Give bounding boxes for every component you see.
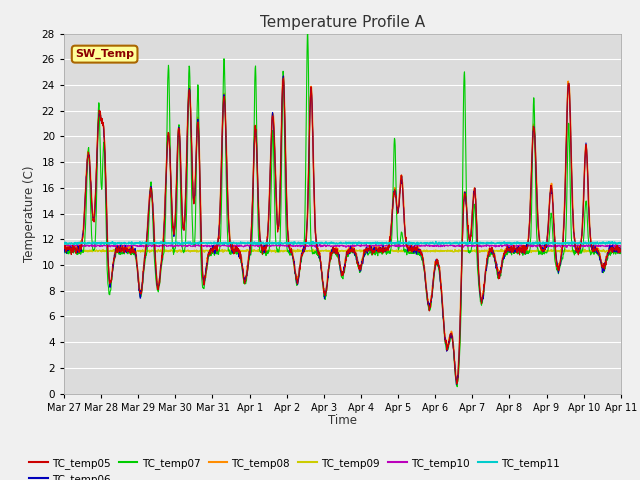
X-axis label: Time: Time [328,414,357,427]
TC_temp10 [617,243,625,249]
TC_temp06 [452,382,460,387]
TC_temp07 [304,31,312,36]
TC_temp07 [60,248,68,253]
TC_temp11 [617,240,625,246]
TC_temp07 [474,274,482,279]
TC_temp10 [317,243,325,249]
TC_temp08 [556,260,564,266]
TC_temp05 [617,249,625,255]
Text: SW_Temp: SW_Temp [75,49,134,59]
TC_temp06 [474,263,482,269]
TC_temp05 [474,258,482,264]
TC_temp10 [148,244,156,250]
TC_temp11 [556,240,564,246]
TC_temp06 [280,73,287,79]
TC_temp09 [473,246,481,252]
TC_temp09 [556,248,564,254]
TC_temp11 [147,240,155,246]
TC_temp09 [317,248,325,254]
TC_temp08 [317,268,325,274]
TC_temp08 [611,247,618,252]
TC_temp11 [353,242,361,248]
TC_temp08 [453,379,461,385]
Title: Temperature Profile A: Temperature Profile A [260,15,425,30]
TC_temp06 [60,250,68,256]
TC_temp06 [328,247,336,252]
TC_temp09 [328,248,335,253]
TC_temp05 [453,381,461,387]
TC_temp05 [328,251,336,256]
TC_temp11 [474,240,482,246]
TC_temp07 [328,251,336,256]
TC_temp10 [556,243,564,249]
TC_temp06 [611,246,618,252]
Line: TC_temp11: TC_temp11 [64,241,621,245]
TC_temp09 [474,248,482,253]
TC_temp11 [328,240,335,246]
TC_temp08 [280,73,287,79]
TC_temp11 [611,240,618,246]
TC_temp08 [60,248,68,253]
TC_temp07 [453,384,461,390]
TC_temp06 [556,262,564,268]
TC_temp05 [611,247,618,252]
Line: TC_temp05: TC_temp05 [64,78,621,384]
TC_temp06 [617,246,625,252]
TC_temp05 [147,187,155,192]
Y-axis label: Temperature (C): Temperature (C) [23,165,36,262]
TC_temp10 [328,243,336,249]
Line: TC_temp08: TC_temp08 [64,76,621,382]
TC_temp09 [147,247,155,253]
TC_temp09 [611,248,618,254]
TC_temp08 [617,244,625,250]
TC_temp09 [617,249,625,254]
TC_temp10 [611,242,618,248]
TC_temp10 [460,244,467,250]
TC_temp07 [617,250,625,255]
TC_temp11 [60,241,68,247]
TC_temp05 [280,75,287,81]
Line: TC_temp09: TC_temp09 [64,249,621,252]
Line: TC_temp07: TC_temp07 [64,34,621,387]
Line: TC_temp10: TC_temp10 [64,244,621,247]
TC_temp06 [147,183,155,189]
TC_temp05 [317,269,325,275]
TC_temp10 [60,243,68,249]
TC_temp09 [527,250,535,255]
TC_temp07 [556,264,564,270]
TC_temp11 [317,240,325,246]
TC_temp07 [317,268,325,274]
TC_temp05 [556,261,564,266]
TC_temp10 [88,241,95,247]
TC_temp08 [147,187,155,192]
TC_temp06 [317,268,325,274]
Legend: TC_temp05, TC_temp06, TC_temp07, TC_temp08, TC_temp09, TC_temp10, TC_temp11: TC_temp05, TC_temp06, TC_temp07, TC_temp… [25,454,564,480]
Line: TC_temp06: TC_temp06 [64,76,621,384]
TC_temp10 [474,243,482,249]
TC_temp08 [328,249,336,255]
TC_temp07 [611,246,618,252]
TC_temp08 [474,261,482,267]
TC_temp11 [432,239,440,244]
TC_temp07 [147,179,155,185]
TC_temp09 [60,248,68,254]
TC_temp05 [60,243,68,249]
